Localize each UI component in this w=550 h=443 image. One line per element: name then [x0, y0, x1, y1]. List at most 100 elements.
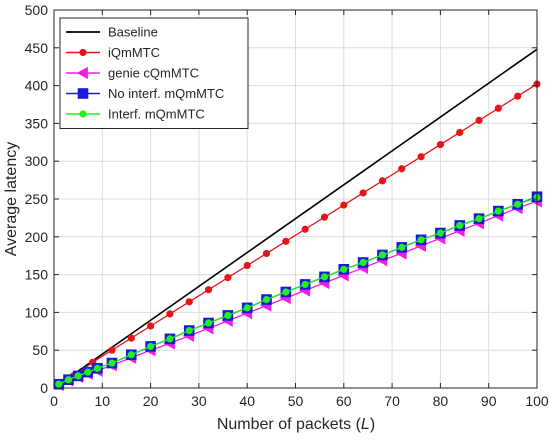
legend-item-no-interf-mqmmtc: No interf. mQmMTC [66, 86, 224, 101]
data-point-iqmmtc [282, 237, 290, 245]
data-point-iqmmtc [398, 165, 406, 173]
data-point-interf-mqmmtc [494, 207, 502, 215]
data-point-interf-mqmmtc [127, 351, 135, 359]
x-tick-label: 90 [481, 393, 497, 409]
y-tick-label: 0 [40, 380, 48, 396]
legend-label: genie cQmMTC [108, 66, 199, 81]
legend-label: Interf. mQmMTC [108, 107, 205, 122]
data-point-iqmmtc [359, 189, 367, 197]
x-axis-label-variable: L [361, 416, 370, 433]
x-tick-label: 30 [191, 393, 207, 409]
x-tick-label: 60 [336, 393, 352, 409]
data-point-interf-mqmmtc [166, 335, 174, 343]
data-point-iqmmtc [127, 334, 135, 342]
data-point-iqmmtc [456, 128, 464, 137]
x-tick-label: 40 [239, 393, 255, 409]
data-point-iqmmtc [224, 274, 232, 282]
data-point-interf-mqmmtc [64, 376, 73, 384]
x-tick-label: 0 [50, 393, 58, 409]
data-point-interf-mqmmtc [301, 280, 309, 289]
legend-label: No interf. mQmMTC [108, 86, 224, 101]
y-tick-label: 350 [25, 115, 49, 131]
data-point-interf-mqmmtc [340, 265, 348, 273]
data-point-iqmmtc [417, 153, 425, 161]
series-interf-mqmmtc [55, 193, 541, 388]
data-point-interf-mqmmtc [359, 258, 367, 267]
data-point-interf-mqmmtc [74, 372, 82, 380]
data-point-interf-mqmmtc [378, 251, 387, 259]
data-point-interf-mqmmtc [436, 229, 444, 237]
data-point-interf-mqmmtc [84, 368, 92, 376]
x-tick-label: 80 [433, 393, 449, 409]
axis-ticks: 0 10 20 30 40 50 60 70 80 90 100 0 50 100 150 200 250 300… [25, 2, 549, 409]
x-tick-label: 20 [143, 393, 159, 409]
x-tick-label: 50 [288, 393, 304, 409]
y-axis-label: Average latency [3, 142, 20, 256]
data-point-interf-mqmmtc [417, 236, 425, 244]
data-point-interf-mqmmtc [243, 304, 251, 312]
y-tick-label: 100 [25, 304, 49, 320]
data-point-interf-mqmmtc [475, 215, 483, 223]
data-point-iqmmtc [475, 116, 483, 124]
x-axis-label: Number of packets (L) [217, 416, 375, 433]
legend-label: Baseline [108, 25, 158, 40]
y-tick-label: 50 [32, 342, 48, 358]
series-layer [52, 48, 543, 392]
x-tick-label: 100 [525, 393, 549, 409]
y-tick-label: 400 [25, 78, 49, 94]
data-point-interf-mqmmtc [204, 319, 213, 327]
legend-swatch-marker [77, 88, 89, 99]
legend-swatch-marker [76, 66, 88, 80]
data-point-interf-mqmmtc [282, 288, 290, 296]
series-line-baseline [58, 48, 538, 386]
legend-swatch-marker [79, 48, 87, 57]
data-point-interf-mqmmtc [456, 221, 464, 230]
data-point-iqmmtc [494, 104, 502, 112]
data-point-interf-mqmmtc [398, 243, 406, 251]
y-tick-label: 150 [25, 267, 49, 283]
data-point-interf-mqmmtc [320, 273, 329, 281]
data-point-interf-mqmmtc [108, 359, 116, 367]
data-point-iqmmtc [301, 225, 309, 233]
data-point-iqmmtc [320, 213, 329, 221]
data-point-iqmmtc [204, 286, 213, 294]
data-point-interf-mqmmtc [262, 295, 271, 304]
data-point-iqmmtc [436, 140, 444, 149]
x-axis-label-close: ) [370, 416, 375, 433]
data-point-iqmmtc [108, 346, 116, 354]
data-point-interf-mqmmtc [55, 380, 63, 388]
series-line-iqmmtc [58, 83, 538, 386]
x-tick-label: 10 [95, 393, 111, 409]
x-tick-label: 70 [384, 393, 400, 409]
y-tick-label: 250 [25, 191, 49, 207]
series-line-interf-mqmmtc [58, 196, 538, 385]
data-point-iqmmtc [185, 298, 193, 306]
data-point-interf-mqmmtc [93, 364, 102, 372]
y-tick-label: 200 [25, 229, 49, 245]
data-point-interf-mqmmtc [224, 311, 232, 320]
data-point-iqmmtc [340, 201, 348, 209]
legend-item-interf-mqmmtc: Interf. mQmMTC [66, 107, 205, 122]
data-point-iqmmtc [262, 249, 271, 258]
series-line-genie-cqmmtc [58, 200, 538, 386]
y-tick-label: 300 [25, 153, 49, 169]
legend-item-genie-cqmmtc: genie cQmMTC [66, 66, 199, 81]
data-point-iqmmtc [166, 310, 174, 318]
y-tick-label: 450 [25, 40, 49, 56]
legend-item-baseline: Baseline [66, 25, 158, 40]
x-axis-label-text: Number of packets ( [217, 416, 362, 433]
data-point-interf-mqmmtc [185, 326, 193, 335]
data-point-interf-mqmmtc [514, 200, 522, 208]
y-tick-label: 500 [25, 2, 49, 18]
legend: Baseline iQmMTC genie cQmMTC No interf. mQm… [59, 17, 249, 129]
legend-label: iQmMTC [108, 45, 160, 60]
data-point-interf-mqmmtc [147, 342, 155, 351]
data-point-iqmmtc [243, 261, 251, 270]
data-point-iqmmtc [147, 322, 155, 330]
data-point-iqmmtc [514, 92, 522, 100]
series-baseline [58, 48, 538, 386]
legend-swatch-marker [79, 110, 87, 118]
data-point-iqmmtc [378, 177, 387, 185]
